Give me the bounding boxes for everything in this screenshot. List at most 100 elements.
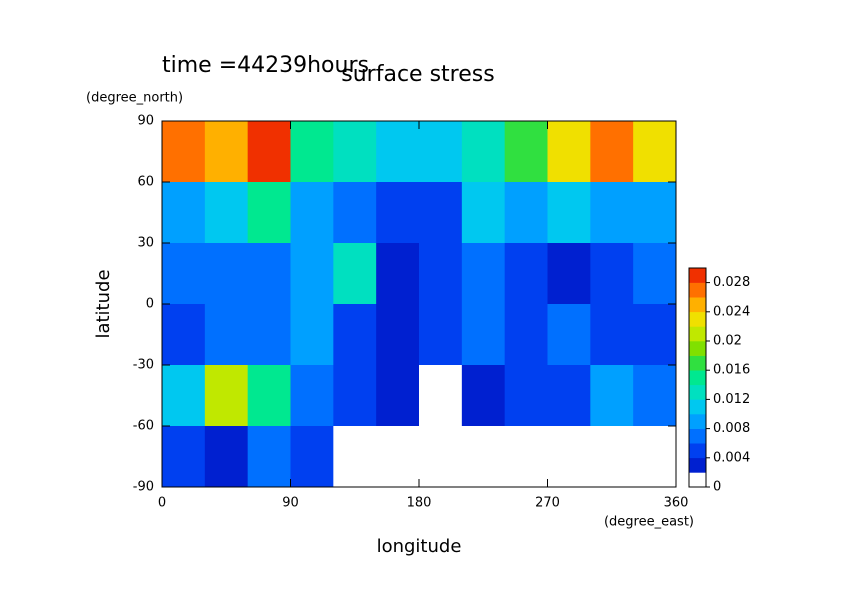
field-cell [504,365,548,427]
field-cell [333,243,377,305]
colorbar-band [689,428,706,444]
y-tick-label: 90 [137,114,154,129]
field-cell [290,182,334,244]
field-cell [590,426,634,488]
y-tick-label: 60 [137,175,154,190]
field-cell [247,182,291,244]
y-tick-label: -90 [133,480,154,495]
colorbar-band [689,282,706,298]
subtitle: time =44239hours [162,53,369,78]
field-cell [461,365,506,427]
x-tick-label: 180 [407,496,432,511]
field-cell [633,365,677,427]
field-cell [290,121,334,183]
field-cell [633,121,677,183]
field-cell [333,365,377,427]
chart-title: surface stress [341,62,494,87]
field-cell [419,426,463,488]
field-cell [376,365,420,427]
x-tick-label: 90 [282,496,299,511]
field-cell [633,243,677,305]
field-cell [204,304,249,366]
colorbar-band [689,326,706,342]
field-cell [547,426,591,488]
field-cell [162,182,206,244]
field-cell [504,304,548,366]
x-tick-label: 0 [158,496,166,511]
y-tick-label: 0 [146,297,154,312]
colorbar-band [689,370,706,386]
colorbar-band [689,414,706,429]
colorbar-tick-label: 0.012 [713,392,750,407]
x-tick-label: 270 [535,496,560,511]
field-cell [204,243,249,305]
field-cell [204,365,249,427]
colorbar-tick-label: 0.028 [713,275,750,290]
colorbar-band [689,443,706,459]
colorbar-band [689,341,706,356]
field-cell [633,426,677,488]
field-cell [419,121,463,183]
field-cell [461,243,506,305]
y-tick-label: -60 [133,419,154,434]
colorbar-tick-label: 0.024 [713,304,750,319]
colorbar-band [689,355,706,371]
field-cell [547,304,591,366]
colorbar-band [689,384,706,400]
field-cell [504,121,548,183]
colorbar-tick-label: 0 [713,480,721,495]
field-cell [376,182,420,244]
field-cell [547,121,591,183]
field-cell [504,426,548,488]
field-cell [204,182,249,244]
field-cell [547,182,591,244]
field-cell [504,182,548,244]
x-units: (degree_east) [604,515,694,530]
field-cell [590,243,634,305]
field-cell [247,243,291,305]
field-cell [162,365,206,427]
field-cell [162,426,206,488]
y-tick-label: 30 [137,236,154,251]
field-cell [633,182,677,244]
colorbar-band [689,311,706,327]
field-cell [461,426,506,488]
field-cell [376,426,420,488]
field-cell [419,365,463,427]
field-cell [162,243,206,305]
field-cell [461,121,506,183]
field-cell [504,243,548,305]
field-cell [290,365,334,427]
colorbar-tick-label: 0.004 [713,450,750,465]
colorbar-band [689,399,706,415]
field-cell [547,243,591,305]
field-cell [204,426,249,488]
colorbar-band [689,457,706,473]
field-cell [333,182,377,244]
field-cell [290,243,334,305]
field-cell [419,182,463,244]
field-cell [376,304,420,366]
field-cell [333,121,377,183]
field-cell [247,365,291,427]
field-cell [590,365,634,427]
field-cell [590,182,634,244]
field-cell [461,182,506,244]
colorbar-tick-label: 0.008 [713,421,750,436]
y-tick-label: -30 [133,358,154,373]
colorbar-band [689,297,706,313]
field-cell [247,121,291,183]
colorbar-tick-label: 0.02 [713,334,742,349]
colorbar-tick-label: 0.016 [713,363,750,378]
field-cell [162,304,206,366]
y-axis-label: latitude [93,269,114,338]
field-cell [247,304,291,366]
field-cell [290,304,334,366]
field-cell [204,121,249,183]
colorbar-band [689,472,706,488]
x-tick-label: 360 [664,496,689,511]
y-units: (degree_north) [86,91,183,106]
field-cell [333,304,377,366]
x-axis-label: longitude [377,536,462,557]
